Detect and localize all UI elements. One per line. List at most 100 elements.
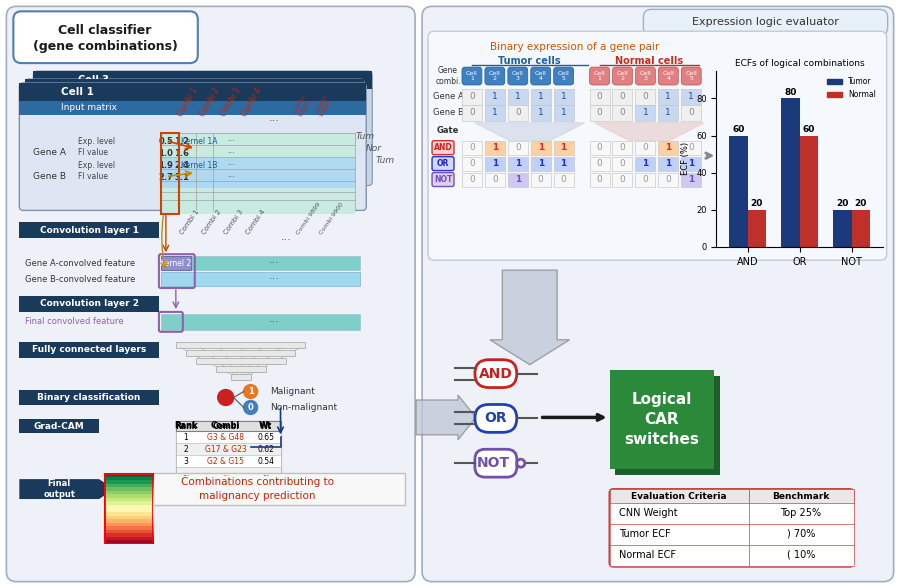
Text: Cell
3: Cell 3 [640, 71, 652, 81]
Text: 1: 1 [561, 92, 566, 102]
Text: Gene B-convolved feature: Gene B-convolved feature [25, 275, 136, 283]
Text: Combi: Combi [212, 422, 239, 431]
FancyBboxPatch shape [749, 545, 854, 566]
FancyBboxPatch shape [609, 524, 749, 545]
FancyArrow shape [490, 270, 570, 365]
Text: 60: 60 [803, 125, 815, 133]
FancyBboxPatch shape [609, 545, 749, 566]
FancyBboxPatch shape [161, 256, 360, 270]
Text: 0: 0 [643, 143, 648, 152]
Text: 0: 0 [515, 108, 521, 118]
FancyBboxPatch shape [462, 105, 482, 121]
Text: 1: 1 [688, 92, 694, 102]
FancyBboxPatch shape [485, 105, 505, 121]
FancyBboxPatch shape [681, 172, 701, 186]
FancyBboxPatch shape [590, 156, 609, 171]
Text: Cell
1: Cell 1 [466, 71, 478, 81]
Text: Cell
4: Cell 4 [535, 71, 546, 81]
Text: 0: 0 [619, 143, 625, 152]
Text: Cell
3: Cell 3 [512, 71, 524, 81]
FancyBboxPatch shape [432, 156, 454, 171]
Polygon shape [595, 123, 704, 141]
FancyBboxPatch shape [196, 358, 285, 363]
FancyBboxPatch shape [19, 342, 159, 358]
FancyBboxPatch shape [14, 11, 198, 63]
Text: Normal cells: Normal cells [616, 56, 683, 66]
Text: 0: 0 [643, 175, 648, 184]
FancyBboxPatch shape [176, 422, 281, 483]
Text: Combi 4: Combi 4 [239, 86, 264, 118]
Text: ...: ... [222, 469, 230, 477]
FancyBboxPatch shape [485, 89, 505, 105]
FancyBboxPatch shape [33, 71, 373, 89]
FancyBboxPatch shape [681, 105, 701, 121]
Text: 1: 1 [665, 159, 671, 168]
Text: 0: 0 [688, 108, 694, 118]
FancyBboxPatch shape [531, 172, 551, 186]
FancyBboxPatch shape [230, 373, 250, 380]
Text: Combi
9,899: Combi 9,899 [292, 95, 312, 118]
Text: ···: ··· [268, 317, 279, 327]
Text: Rank: Rank [174, 422, 198, 430]
FancyBboxPatch shape [422, 6, 894, 582]
FancyBboxPatch shape [749, 489, 854, 503]
FancyBboxPatch shape [462, 156, 482, 171]
Text: 2.7: 2.7 [158, 173, 174, 182]
Text: 0: 0 [619, 92, 625, 102]
Text: Cell 2: Cell 2 [70, 83, 101, 93]
Text: ) 70%: ) 70% [787, 529, 815, 539]
FancyBboxPatch shape [462, 67, 482, 85]
FancyBboxPatch shape [635, 89, 655, 105]
FancyBboxPatch shape [485, 67, 505, 85]
FancyBboxPatch shape [508, 89, 527, 105]
Text: Combi 9899: Combi 9899 [295, 201, 321, 235]
Text: 1: 1 [537, 143, 544, 152]
FancyBboxPatch shape [749, 503, 854, 524]
Text: Combi 2: Combi 2 [198, 86, 221, 118]
Text: Non-malignant: Non-malignant [271, 403, 338, 412]
FancyBboxPatch shape [613, 141, 633, 155]
Text: Input matrix: Input matrix [61, 103, 117, 112]
FancyBboxPatch shape [644, 9, 887, 35]
Text: 1: 1 [665, 143, 671, 152]
FancyBboxPatch shape [176, 342, 305, 348]
Text: 1: 1 [538, 108, 544, 118]
Text: Wt: Wt [259, 422, 272, 431]
Bar [781, 98, 800, 247]
Text: 1: 1 [492, 108, 498, 118]
FancyBboxPatch shape [554, 89, 573, 105]
Text: Top 25%: Top 25% [780, 508, 822, 518]
Text: Wt: Wt [259, 422, 273, 430]
Text: 0: 0 [619, 175, 625, 184]
Text: Malignant: Malignant [271, 387, 315, 396]
Text: Combi: Combi [211, 422, 240, 430]
Text: 1: 1 [492, 92, 498, 102]
Text: Cell 3: Cell 3 [78, 75, 109, 85]
FancyBboxPatch shape [6, 6, 415, 582]
Text: ···: ··· [281, 235, 292, 245]
Text: Cell
5: Cell 5 [686, 71, 698, 81]
FancyBboxPatch shape [475, 405, 517, 432]
Text: 0: 0 [688, 143, 694, 152]
Text: 0: 0 [561, 175, 566, 184]
Text: Cell
4: Cell 4 [662, 71, 674, 81]
Text: 0: 0 [492, 175, 498, 184]
Polygon shape [475, 123, 585, 141]
Text: 80: 80 [785, 88, 796, 96]
FancyBboxPatch shape [432, 141, 454, 155]
Text: Tum: Tum [356, 132, 374, 141]
Legend: Tumor, Normal: Tumor, Normal [824, 74, 879, 102]
Text: 1: 1 [561, 108, 566, 118]
FancyBboxPatch shape [635, 172, 655, 186]
Text: FI value: FI value [78, 148, 108, 157]
FancyBboxPatch shape [554, 67, 573, 85]
Text: Final
output: Final output [43, 479, 76, 499]
FancyBboxPatch shape [475, 360, 517, 387]
Text: 0: 0 [469, 159, 475, 168]
Text: Combi
9,900: Combi 9,900 [314, 95, 334, 118]
Text: Cell
2: Cell 2 [616, 71, 628, 81]
Text: Convolution layer 1: Convolution layer 1 [40, 226, 139, 235]
Text: G17 & G23: G17 & G23 [205, 445, 247, 454]
Text: ...: ... [183, 469, 189, 477]
FancyBboxPatch shape [613, 89, 633, 105]
